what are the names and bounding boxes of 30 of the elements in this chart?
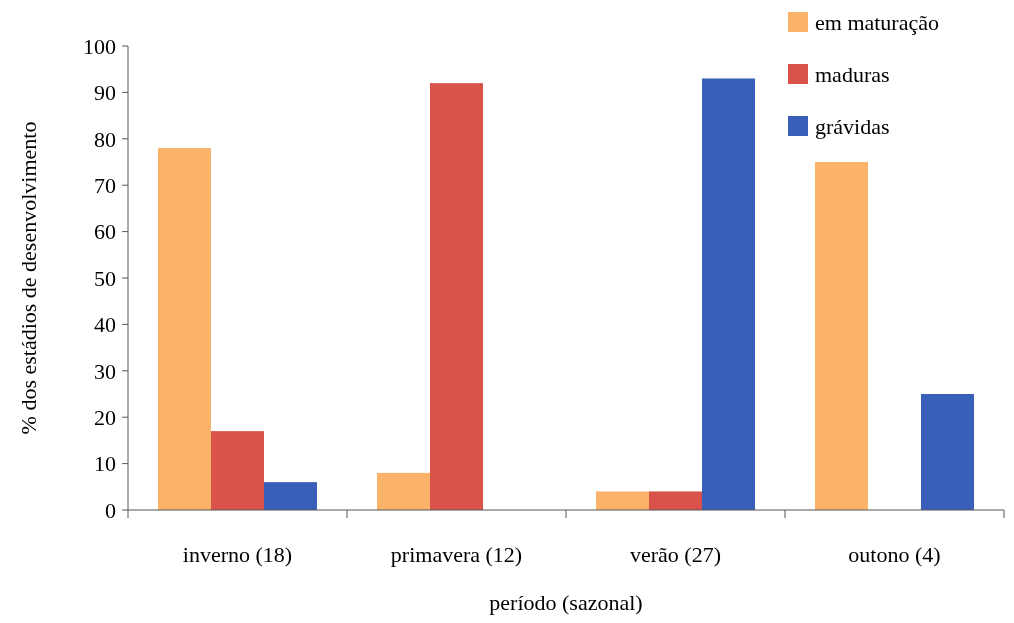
bar <box>377 472 430 510</box>
x-tick-label: inverno (18) <box>182 542 293 567</box>
bar <box>158 148 211 510</box>
legend-label: grávidas <box>815 113 890 139</box>
y-tick-label: 50 <box>94 265 116 291</box>
y-tick-label: 90 <box>94 80 116 106</box>
bar <box>264 482 317 510</box>
y-tick-label: 10 <box>94 451 116 477</box>
bar <box>430 83 483 510</box>
legend-label: em maturação <box>815 9 939 35</box>
y-tick-label: 60 <box>94 219 116 245</box>
bar <box>211 431 264 510</box>
bar <box>596 491 649 510</box>
x-tick-label: outono (4) <box>848 542 941 567</box>
y-tick-label: 70 <box>94 172 116 198</box>
y-tick-label: 30 <box>94 358 116 384</box>
y-tick-label: 20 <box>94 404 116 430</box>
x-tick-label: verão (27) <box>629 542 722 567</box>
bar <box>649 491 702 510</box>
bar <box>921 394 974 510</box>
y-tick-label: 40 <box>94 312 116 338</box>
bar <box>815 162 868 510</box>
y-axis-title: % dos estádios de desenvolvimento <box>16 121 41 435</box>
legend-label: maduras <box>815 61 890 87</box>
y-tick-label: 100 <box>83 33 116 59</box>
x-tick-label: primavera (12) <box>390 542 523 567</box>
y-tick-label: 0 <box>105 497 116 523</box>
y-tick-label: 80 <box>94 126 116 152</box>
x-axis-title: período (sazonal) <box>489 590 643 615</box>
bar <box>702 78 755 510</box>
